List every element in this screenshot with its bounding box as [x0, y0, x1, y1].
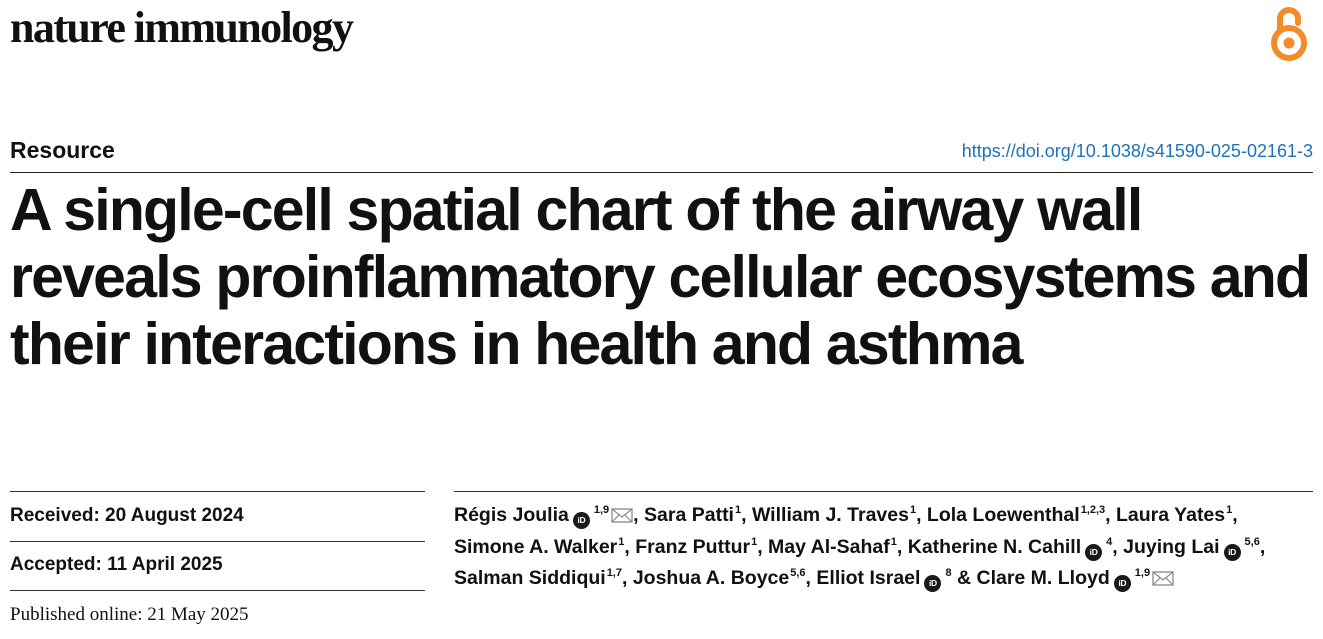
author-name[interactable]: Sara Patti1,: [644, 504, 747, 526]
affiliation-superscript: 4: [1106, 535, 1113, 548]
author-name[interactable]: Joshua A. Boyce5,6,: [632, 567, 811, 589]
author-name[interactable]: Clare M. Lloyd iD1,9: [976, 567, 1174, 592]
author-name-text: Lola Loewenthal: [926, 504, 1080, 526]
author-name[interactable]: Franz Puttur1,: [635, 535, 763, 558]
author-name-text: Simone A. Walker: [454, 535, 618, 558]
email-icon[interactable]: [611, 508, 633, 523]
author-name[interactable]: Juying Lai iD5,6,: [1123, 535, 1265, 561]
affiliation-superscript: 1: [909, 504, 917, 516]
header-divider: [10, 172, 1313, 173]
author-name[interactable]: Régis Joulia iD1,9,: [454, 504, 639, 529]
author-name[interactable]: William J. Traves1,: [751, 504, 922, 526]
author-name[interactable]: May Al-Sahaf1,: [768, 535, 903, 558]
published-date: Published online: 21 May 2025: [10, 604, 249, 625]
journal-name: nature immunology: [10, 3, 354, 52]
affiliation-superscript: 1,9: [1134, 567, 1151, 579]
received-date: Received: 20 August 2024: [10, 505, 244, 526]
affiliation-superscript: 1,2,3: [1080, 504, 1106, 516]
doi-link[interactable]: https://doi.org/10.1038/s41590-025-02161…: [961, 141, 1313, 161]
dates-divider-1: [10, 541, 425, 542]
accepted-date: Accepted: 11 April 2025: [10, 554, 223, 575]
author-name-text: Elliot Israel: [816, 567, 921, 589]
author-name-text: Franz Puttur: [635, 535, 751, 558]
affiliation-superscript: 1: [618, 535, 625, 548]
author-name-text: Laura Yates: [1116, 504, 1226, 526]
dates-divider-top: [10, 491, 425, 492]
dates-divider-2: [10, 590, 425, 591]
author-name-text: Sara Patti: [644, 504, 734, 526]
orcid-icon[interactable]: iD: [1113, 575, 1131, 592]
author-name-text: William J. Traves: [751, 504, 909, 526]
orcid-icon[interactable]: iD: [1085, 543, 1103, 561]
orcid-icon[interactable]: iD: [924, 575, 942, 592]
article-title: A single-cell spatial chart of the airwa…: [10, 177, 1311, 377]
article-type: Resource: [10, 137, 115, 163]
orcid-icon[interactable]: iD: [572, 512, 590, 529]
affiliation-superscript: 8: [945, 567, 952, 579]
author-name-text: Joshua A. Boyce: [632, 567, 790, 589]
author-list: Régis Joulia iD1,9, Sara Patti1, William …: [454, 500, 1314, 595]
affiliation-superscript: 1,7: [606, 567, 622, 579]
authors-divider-top: [454, 491, 1313, 492]
author-name-text: Clare M. Lloyd: [976, 567, 1110, 589]
author-name[interactable]: Simone A. Walker1,: [454, 535, 630, 558]
affiliation-superscript: 1: [734, 504, 742, 516]
author-name-text: May Al-Sahaf: [768, 535, 890, 558]
affiliation-superscript: 5,6: [1244, 535, 1260, 548]
open-access-lock-icon[interactable]: [1268, 3, 1310, 63]
author-name[interactable]: Laura Yates1,: [1116, 504, 1238, 526]
affiliation-superscript: 1,9: [593, 504, 610, 516]
orcid-icon[interactable]: iD: [1223, 543, 1241, 561]
author-name[interactable]: Elliot Israel iD8 &: [816, 567, 971, 592]
author-name[interactable]: Salman Siddiqui1,7,: [454, 567, 628, 589]
author-name-text: Juying Lai: [1123, 535, 1220, 558]
affiliation-superscript: 5,6: [790, 567, 806, 579]
author-name-text: Salman Siddiqui: [454, 567, 606, 589]
affiliation-superscript: 1: [890, 535, 897, 548]
author-name-text: Katherine N. Cahill: [907, 535, 1082, 558]
author-name[interactable]: Lola Loewenthal1,2,3,: [926, 504, 1111, 526]
affiliation-superscript: 1: [1226, 504, 1233, 516]
author-name[interactable]: Katherine N. Cahill iD4,: [907, 535, 1118, 561]
author-name-text: Régis Joulia: [454, 504, 569, 526]
affiliation-superscript: 1: [751, 535, 758, 548]
email-icon[interactable]: [1152, 571, 1174, 586]
